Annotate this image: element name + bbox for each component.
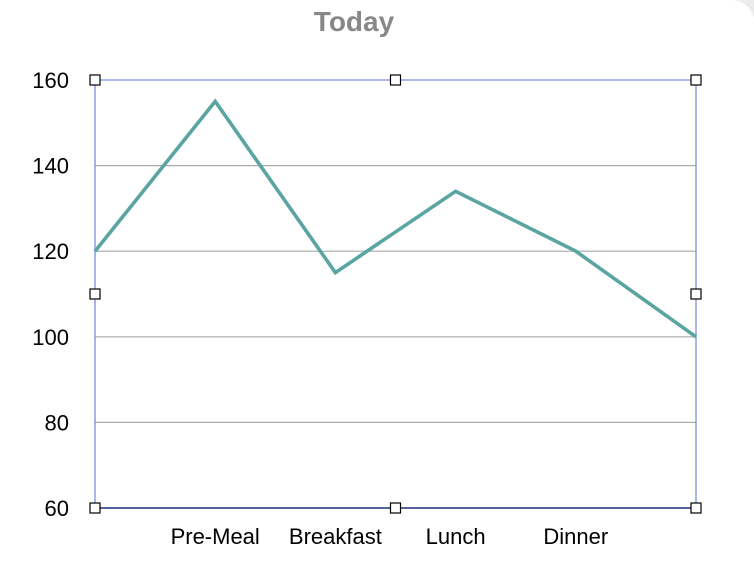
y-tick-label-140: 140 <box>32 154 69 179</box>
resize-handle[interactable] <box>89 502 101 514</box>
resize-handle[interactable] <box>690 502 702 514</box>
resize-handle[interactable] <box>690 74 702 86</box>
resize-handle[interactable] <box>389 74 402 86</box>
x-category-label: Lunch <box>426 524 486 549</box>
y-tick-label-60: 60 <box>45 496 69 521</box>
resize-handle[interactable] <box>89 74 101 86</box>
y-tick-label-100: 100 <box>32 325 69 350</box>
y-tick-label-160: 160 <box>32 68 69 93</box>
resize-handle[interactable] <box>690 288 702 300</box>
resize-handle[interactable] <box>389 502 402 514</box>
y-tick-label-80: 80 <box>45 410 69 435</box>
chart-title: Today <box>313 6 395 37</box>
resize-handle[interactable] <box>89 288 101 300</box>
x-category-label: Breakfast <box>289 524 382 549</box>
x-category-label: Dinner <box>543 524 608 549</box>
x-category-label: Pre-Meal <box>171 524 260 549</box>
y-tick-label-120: 120 <box>32 239 69 264</box>
series-line-0[interactable] <box>93 98 698 339</box>
